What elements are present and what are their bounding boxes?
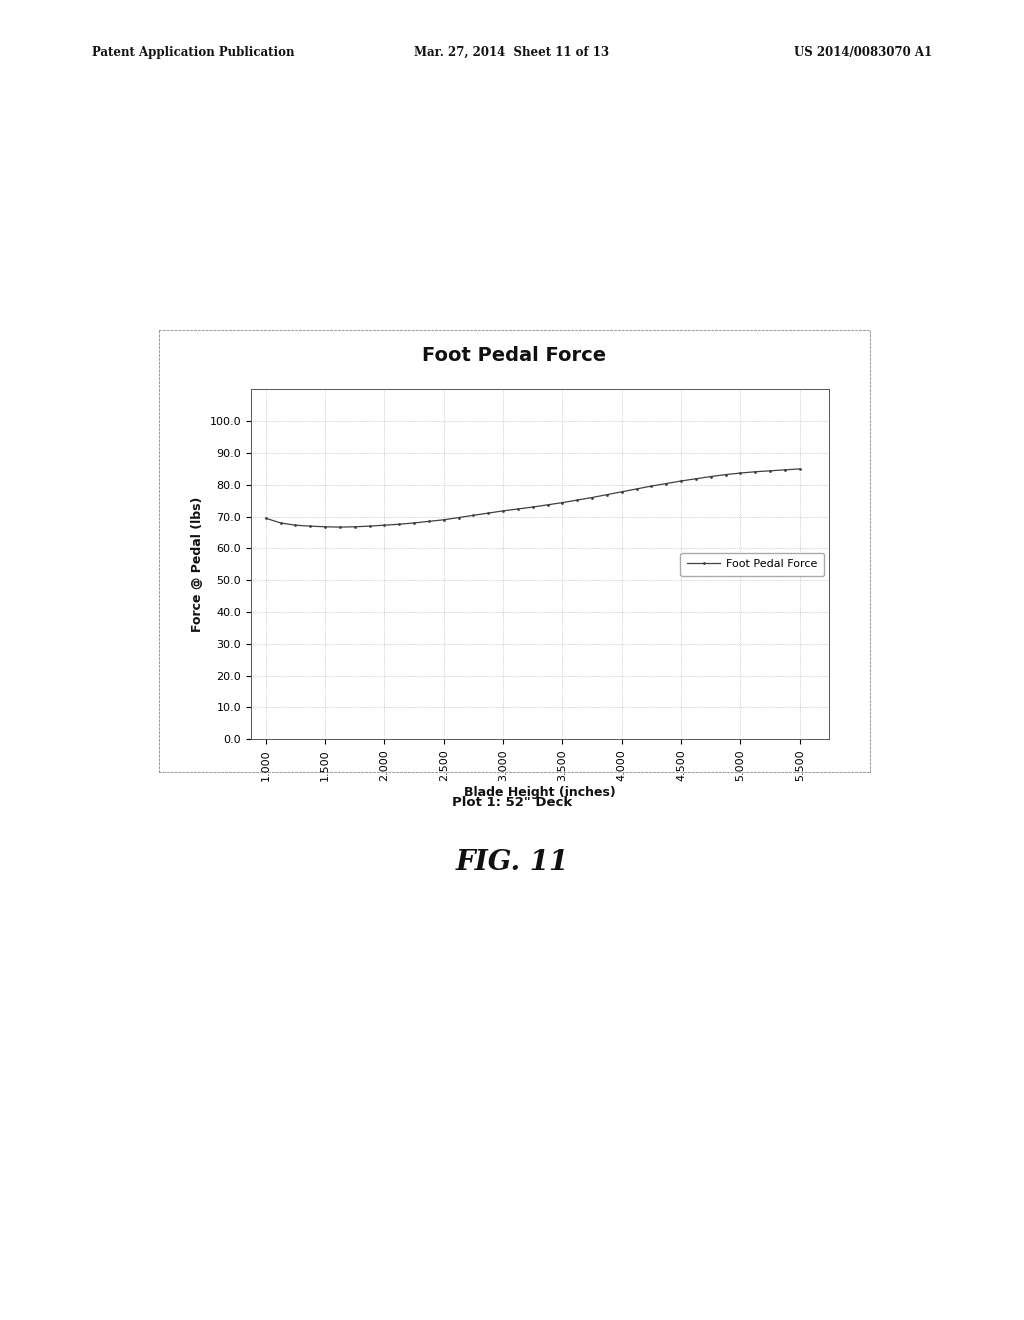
Foot Pedal Force [645,478,657,494]
Text: Patent Application Publication: Patent Application Publication [92,46,295,59]
Text: Foot Pedal Force: Foot Pedal Force [423,346,606,364]
X-axis label: Blade Height (inches): Blade Height (inches) [464,787,616,799]
Legend: Foot Pedal Force: Foot Pedal Force [680,553,824,576]
Text: FIG. 11: FIG. 11 [456,849,568,875]
Foot Pedal Force [304,519,316,535]
Foot Pedal Force [615,484,628,500]
Text: Plot 1: 52" Deck: Plot 1: 52" Deck [452,796,572,809]
Foot Pedal Force [378,517,390,533]
Foot Pedal Force [586,490,598,506]
Foot Pedal Force [408,515,420,531]
Foot Pedal Force [318,519,331,535]
Foot Pedal Force [794,461,806,477]
Foot Pedal Force [364,519,376,535]
Foot Pedal Force [423,513,435,529]
Line: Foot Pedal Force: Foot Pedal Force [264,467,801,528]
Foot Pedal Force [720,467,732,483]
Foot Pedal Force [453,510,465,525]
Foot Pedal Force [482,506,495,521]
Foot Pedal Force [750,463,762,479]
Foot Pedal Force [779,462,792,478]
Foot Pedal Force [348,519,360,535]
Foot Pedal Force [334,519,346,535]
Foot Pedal Force [259,511,271,527]
Foot Pedal Force [274,515,287,531]
Foot Pedal Force [526,499,539,515]
Text: Mar. 27, 2014  Sheet 11 of 13: Mar. 27, 2014 Sheet 11 of 13 [415,46,609,59]
Foot Pedal Force [289,517,301,533]
Foot Pedal Force [512,502,524,517]
Foot Pedal Force [467,507,479,523]
Foot Pedal Force [437,512,450,528]
Foot Pedal Force [705,469,717,484]
Foot Pedal Force [571,492,584,508]
Foot Pedal Force [764,463,776,479]
Foot Pedal Force [631,480,643,496]
Foot Pedal Force [690,471,702,487]
Foot Pedal Force [601,487,613,503]
Foot Pedal Force [497,503,509,519]
Foot Pedal Force [393,516,406,532]
Foot Pedal Force [660,475,673,491]
Foot Pedal Force [734,465,746,480]
Foot Pedal Force [675,473,687,488]
Y-axis label: Force @ Pedal (lbs): Force @ Pedal (lbs) [191,496,204,632]
Foot Pedal Force [542,496,554,512]
Text: US 2014/0083070 A1: US 2014/0083070 A1 [794,46,932,59]
Foot Pedal Force [556,495,568,511]
